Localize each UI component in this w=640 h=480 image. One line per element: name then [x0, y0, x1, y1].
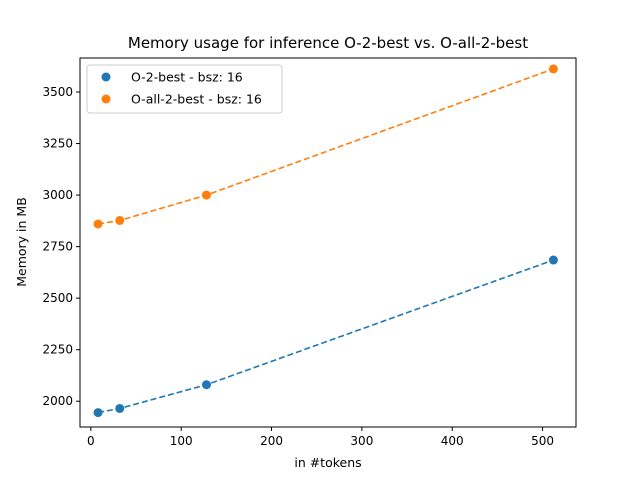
chart-title: Memory usage for inference O-2-best vs. …	[128, 34, 528, 52]
data-point	[93, 219, 103, 229]
axes: 0 100 200 300 400 500 2000 2250 2500 2750 3000 3250…	[42, 57, 577, 448]
legend: O-2-best - bsz: 16 O-all-2-best - bsz: 16	[86, 64, 283, 114]
x-tick-label: 500	[531, 434, 554, 448]
x-tick-label: 400	[441, 434, 464, 448]
x-tick-label: 200	[260, 434, 283, 448]
data-point	[201, 190, 211, 200]
series-2	[93, 64, 558, 229]
data-point	[93, 408, 103, 418]
series-group	[93, 64, 558, 418]
y-tick-label: 2250	[42, 343, 73, 357]
data-point	[115, 215, 125, 225]
plot-frame	[79, 57, 577, 428]
y-axis-label: Memory in MB	[14, 197, 29, 287]
data-point	[548, 255, 558, 265]
data-point	[201, 380, 211, 390]
data-point	[548, 64, 558, 74]
y-tick-label: 3000	[42, 188, 73, 202]
y-tick-label: 2750	[42, 240, 73, 254]
y-tick-label: 3250	[42, 137, 73, 151]
legend-label: O-all-2-best - bsz: 16	[131, 92, 262, 107]
x-tick-label: 300	[350, 434, 373, 448]
legend-marker	[101, 94, 111, 104]
legend-marker	[101, 72, 111, 82]
y-tick-label: 3500	[42, 85, 73, 99]
x-tick-label: 100	[170, 434, 193, 448]
series-line	[97, 68, 554, 225]
series-line	[97, 259, 554, 414]
series-1	[93, 255, 558, 418]
legend-box	[86, 64, 283, 114]
y-tick-label: 2000	[42, 394, 73, 408]
y-tick-label: 2500	[42, 291, 73, 305]
data-point	[115, 403, 125, 413]
x-axis-label: in #tokens	[294, 455, 361, 470]
x-tick-label: 0	[87, 434, 95, 448]
legend-label: O-2-best - bsz: 16	[131, 70, 243, 85]
